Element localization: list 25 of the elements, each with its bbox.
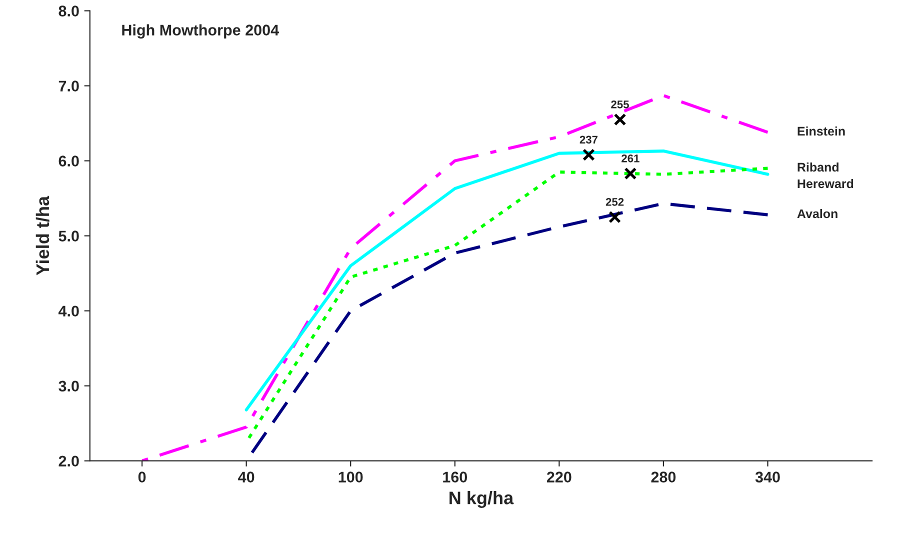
y-tick-label: 8.0	[58, 6, 79, 16]
x-axis-title: N kg/ha	[450, 491, 514, 508]
text: High Mowthorpe 2004	[122, 24, 279, 39]
annotation: 237	[580, 136, 598, 144]
y-tick-label: 7.0	[58, 80, 79, 92]
annotation: 261	[622, 154, 640, 162]
x-tick-label: 100	[338, 472, 363, 482]
y-tick-label: 6.0	[58, 156, 79, 166]
annotation: 252	[606, 198, 624, 206]
x-tick-label: 40	[238, 472, 254, 482]
text: Einstein	[798, 126, 845, 136]
y-tick-label: 2.0	[58, 456, 79, 467]
text: Hereward	[798, 178, 854, 188]
x-tick-label: 340	[755, 472, 780, 483]
annotation: 255	[611, 100, 629, 108]
y-axis-title: Yield t/ha	[36, 196, 50, 276]
text: Avalon	[797, 208, 838, 218]
x-tick-label: 160	[443, 472, 468, 482]
x-tick-label: 280	[651, 472, 676, 482]
text: Riband	[798, 162, 838, 172]
x-tick-label: 220	[546, 472, 572, 482]
y-tick-label: 4.0	[58, 306, 79, 317]
y-tick-label: 5.0	[58, 230, 79, 242]
x-tick-label: 0	[138, 472, 146, 482]
y-tick-label: 3.0	[58, 380, 79, 392]
